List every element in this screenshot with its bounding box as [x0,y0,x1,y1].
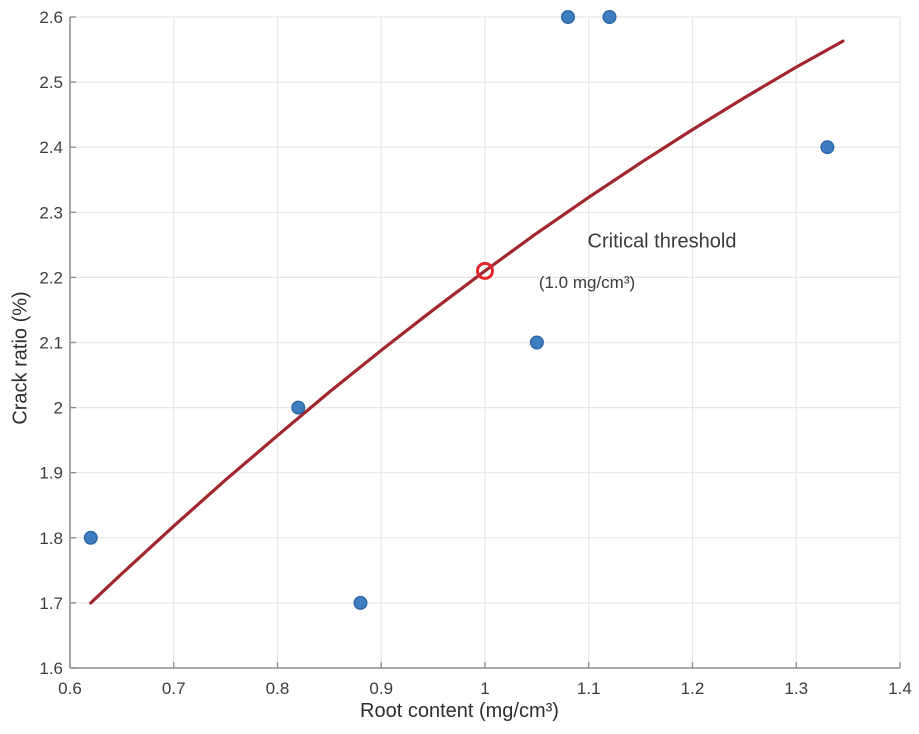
scatter-point [602,9,617,25]
y-tick-label: 2 [54,399,63,418]
scatter-point [820,140,835,155]
scatter-point [83,530,98,545]
x-tick-label: 0.8 [266,679,290,698]
y-tick-label: 1.8 [39,529,63,548]
x-tick-label: 1.2 [681,679,705,698]
annotation-text: Critical threshold [588,230,737,252]
annotation-text: (1.0 mg/cm³) [539,273,635,292]
scatter-point [529,335,544,350]
x-tick-label: 0.6 [58,679,82,698]
y-tick-label: 2.6 [39,8,63,27]
x-tick-label: 1.4 [888,679,912,698]
critical-threshold-marker [476,261,494,280]
y-tick-label: 1.9 [39,464,63,483]
scatter-point [353,595,368,610]
scatter-point [291,400,306,415]
y-tick-label: 1.6 [39,659,63,678]
x-tick-label: 1.1 [577,679,601,698]
x-tick-label: 1.3 [784,679,808,698]
y-tick-label: 2.5 [39,73,63,92]
fit-curve [89,39,845,605]
y-axis-label: Crack ratio (%) [9,291,32,425]
x-axis-label: Root content (mg/cm³) [360,700,559,722]
x-tick-label: 0.7 [162,679,186,698]
y-tick-label: 2.3 [39,203,63,222]
y-tick-label: 2.4 [39,138,63,157]
x-tick-label: 0.9 [369,679,393,698]
y-tick-label: 1.7 [39,594,63,613]
y-tick-label: 2.1 [39,334,63,353]
x-tick-label: 1 [480,679,489,698]
y-tick-label: 2.2 [39,268,63,287]
scatter-point [561,9,576,25]
